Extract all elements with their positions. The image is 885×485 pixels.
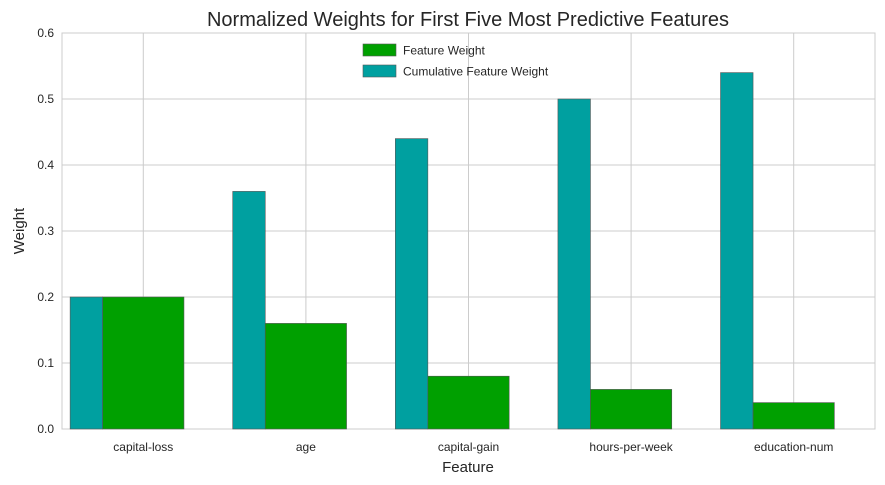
x-axis-label: Feature (442, 459, 494, 476)
bar-cumulative-capital-gain (395, 138, 429, 430)
bars (69, 72, 835, 430)
y-tick-label: 0.4 (37, 158, 54, 172)
x-tick-label: capital-loss (113, 440, 173, 454)
legend-swatch (362, 64, 397, 78)
bar-feature-age (264, 323, 347, 430)
bar-feature-hours-per-week (590, 389, 673, 430)
bar-cumulative-age (232, 191, 266, 430)
x-tick-labels: capital-loss age capital-gain hours-per-wee… (113, 440, 833, 454)
bar-feature-education-num (752, 402, 835, 430)
legend-label: Feature Weight (403, 44, 485, 58)
y-tick-label: 0.6 (37, 26, 54, 40)
bar-cumulative-hours-per-week (557, 98, 591, 430)
y-tick-labels: 0.0 0.1 0.2 0.3 0.4 0.5 0.6 (37, 26, 54, 436)
bar-feature-capital-loss (102, 296, 185, 430)
legend: Feature Weight Cumulative Feature Weight (362, 43, 549, 79)
bar-cumulative-education-num (720, 72, 754, 430)
legend-swatch (362, 43, 397, 57)
y-tick-label: 0.0 (37, 422, 54, 436)
y-tick-label: 0.5 (37, 92, 54, 106)
y-axis-label: Weight (11, 207, 28, 254)
bar-cumulative-capital-loss (69, 296, 103, 430)
legend-label: Cumulative Feature Weight (403, 65, 549, 79)
y-tick-label: 0.1 (37, 356, 54, 370)
y-tick-label: 0.2 (37, 290, 54, 304)
x-tick-label: age (296, 440, 316, 454)
y-tick-label: 0.3 (37, 224, 54, 238)
x-tick-label: hours-per-week (589, 440, 673, 454)
x-tick-label: education-num (754, 440, 833, 454)
x-tick-label: capital-gain (438, 440, 499, 454)
chart-title: Normalized Weights for First Five Most P… (207, 9, 729, 31)
bar-feature-capital-gain (427, 375, 510, 430)
